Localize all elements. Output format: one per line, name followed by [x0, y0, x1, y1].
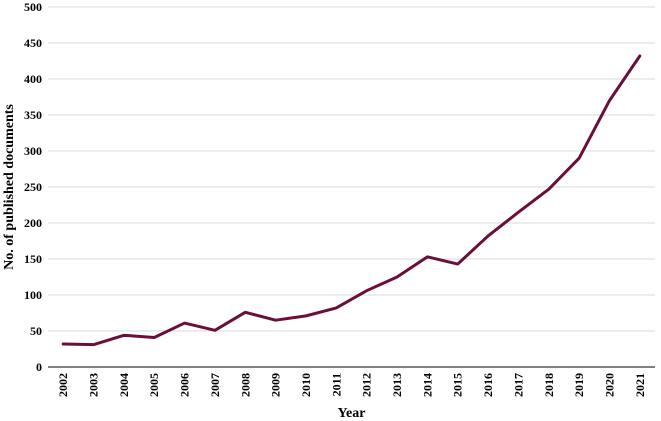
y-tick-label: 300: [24, 144, 42, 158]
x-tick-label: 2014: [420, 373, 434, 397]
x-tick-label: 2013: [390, 373, 404, 397]
y-tick-label: 450: [24, 36, 42, 50]
y-tick-label: 150: [24, 252, 42, 266]
x-tick-label: 2011: [329, 373, 343, 396]
x-tick-label: 2007: [208, 373, 222, 397]
x-tick-label: 2009: [269, 373, 283, 397]
y-axis-title: No. of published documents: [2, 104, 17, 270]
x-tick-label: 2015: [451, 373, 465, 397]
y-tick-label: 0: [36, 360, 42, 374]
y-tick-label: 250: [24, 180, 42, 194]
x-tick-label: 2005: [147, 373, 161, 397]
x-tick-label: 2012: [360, 373, 374, 397]
x-tick-label: 2021: [633, 373, 647, 397]
series-group: [61, 54, 642, 347]
y-tick-label: 100: [24, 288, 42, 302]
y-tick-labels: 0 50 100 150 200 250 300 350 400 450 500: [24, 0, 42, 374]
x-tick-label: 2020: [602, 373, 616, 397]
x-tick-label: 2006: [178, 373, 192, 397]
x-tick-label: 2019: [572, 373, 586, 397]
y-tick-label: 400: [24, 72, 42, 86]
x-tick-label: 2003: [87, 373, 101, 397]
y-tick-label: 200: [24, 216, 42, 230]
x-tick-label: 2008: [238, 373, 252, 397]
y-tick-label: 50: [30, 324, 42, 338]
x-tick-label: 2010: [299, 373, 313, 397]
x-axis-title: Year: [338, 406, 366, 421]
x-tick-label: 2018: [542, 373, 556, 397]
series-line-0: [61, 54, 642, 347]
x-tick-label: 2016: [481, 373, 495, 397]
x-tick-label: 2004: [117, 373, 131, 397]
x-tick-labels: 2002 2003 2004 2005 2006 2007 2008 2009 2010 2011…: [56, 373, 647, 397]
x-tick-label: 2017: [511, 373, 525, 397]
y-tick-label: 500: [24, 0, 42, 14]
gridlines: [48, 6, 655, 332]
x-tick-label: 2002: [56, 373, 70, 397]
y-tick-label: 350: [24, 108, 42, 122]
